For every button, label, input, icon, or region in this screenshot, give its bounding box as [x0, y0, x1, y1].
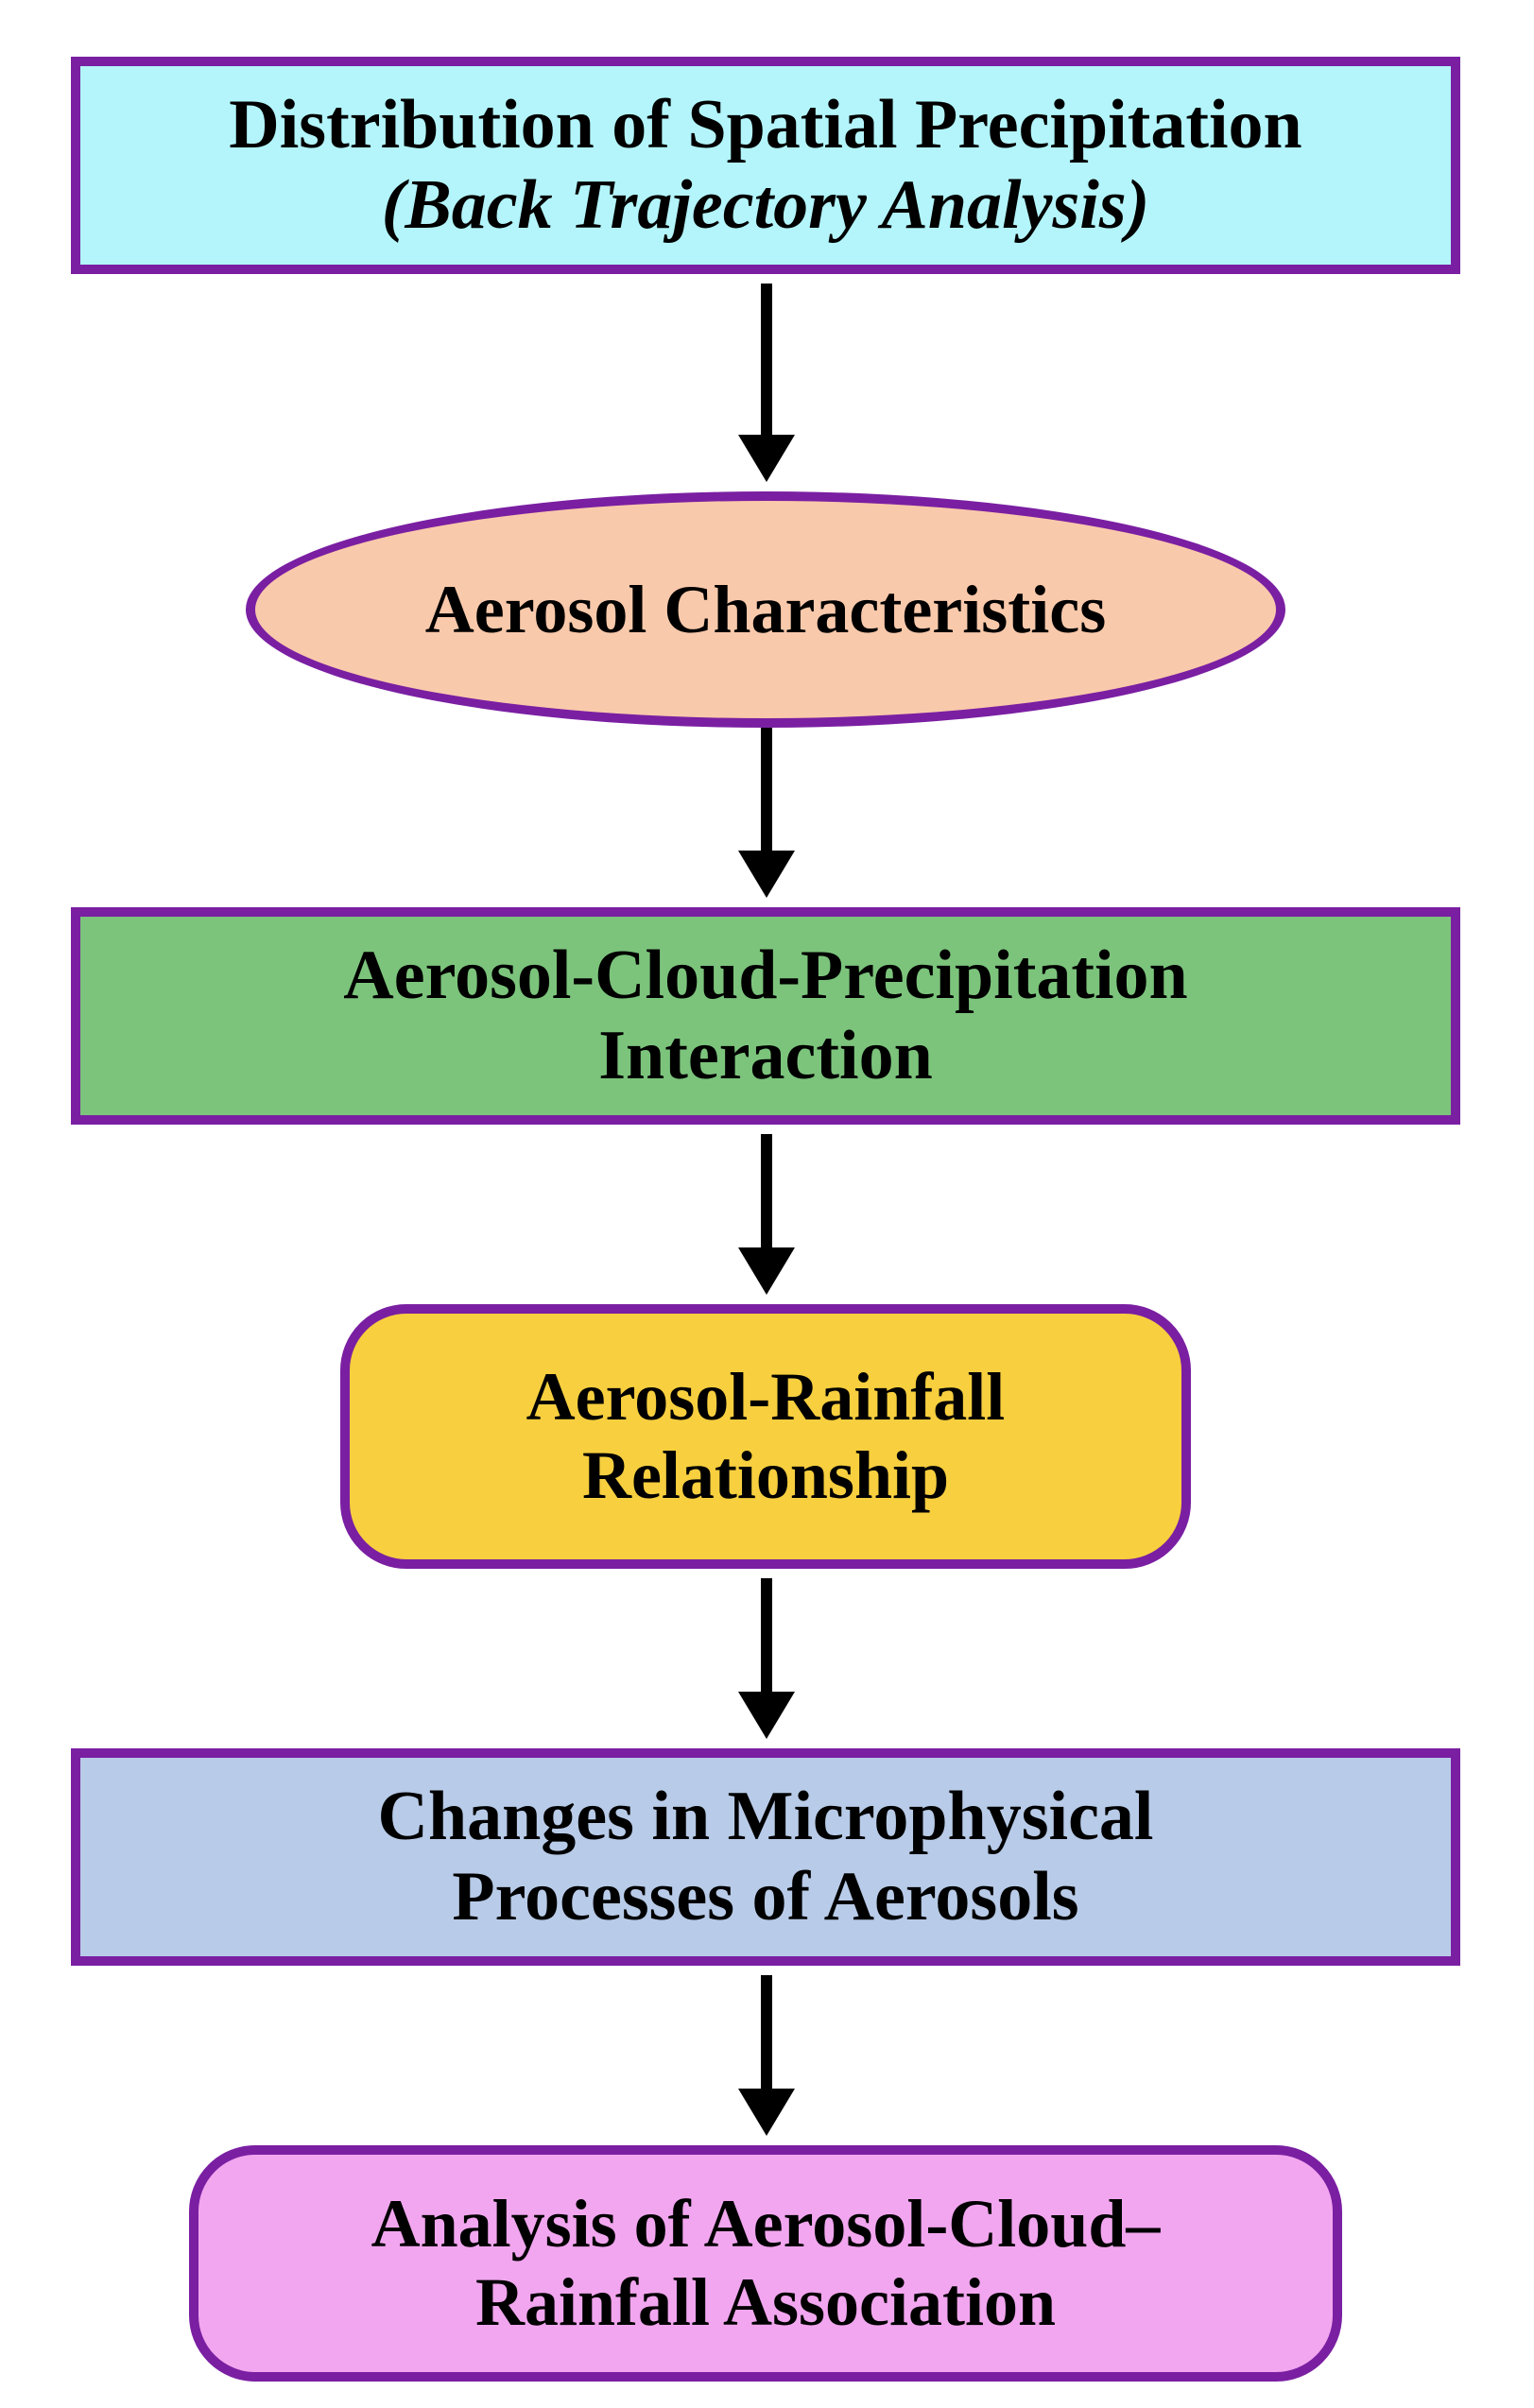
node-line2: Relationship — [582, 1436, 949, 1515]
node-line1: Aerosol-Rainfall — [526, 1358, 1006, 1436]
node-line1: Distribution of Spatial Precipitation — [229, 85, 1301, 165]
node-aerosol-characteristics: Aerosol Characteristics — [246, 491, 1285, 728]
arrow-icon — [729, 1975, 804, 2136]
node-line2: Interaction — [598, 1016, 933, 1096]
node-analysis-aerosol-cloud-rainfall: Analysis of Aerosol-Cloud– Rainfall Asso… — [189, 2145, 1342, 2382]
flowchart-canvas: Distribution of Spatial Precipitation (B… — [0, 0, 1534, 2408]
node-aerosol-rainfall-relationship: Aerosol-Rainfall Relationship — [340, 1304, 1191, 1569]
arrow-icon — [729, 284, 804, 482]
node-line1: Analysis of Aerosol-Cloud– — [371, 2185, 1161, 2263]
node-line2: Processes of Aerosols — [452, 1857, 1078, 1937]
node-line2: (Back Trajectory Analysis) — [382, 165, 1150, 246]
node-line1: Aerosol Characteristics — [425, 571, 1106, 649]
node-line1: Changes in Microphysical — [378, 1777, 1154, 1857]
arrow-icon — [729, 1134, 804, 1295]
node-changes-microphysical-processes: Changes in Microphysical Processes of Ae… — [71, 1748, 1460, 1966]
arrow-icon — [729, 728, 804, 898]
arrow-icon — [729, 1578, 804, 1739]
node-aerosol-cloud-precipitation-interaction: Aerosol-Cloud-Precipitation Interaction — [71, 907, 1460, 1125]
node-line1: Aerosol-Cloud-Precipitation — [343, 936, 1187, 1016]
node-line2: Rainfall Association — [475, 2263, 1056, 2342]
node-distribution-spatial-precipitation: Distribution of Spatial Precipitation (B… — [71, 57, 1460, 274]
